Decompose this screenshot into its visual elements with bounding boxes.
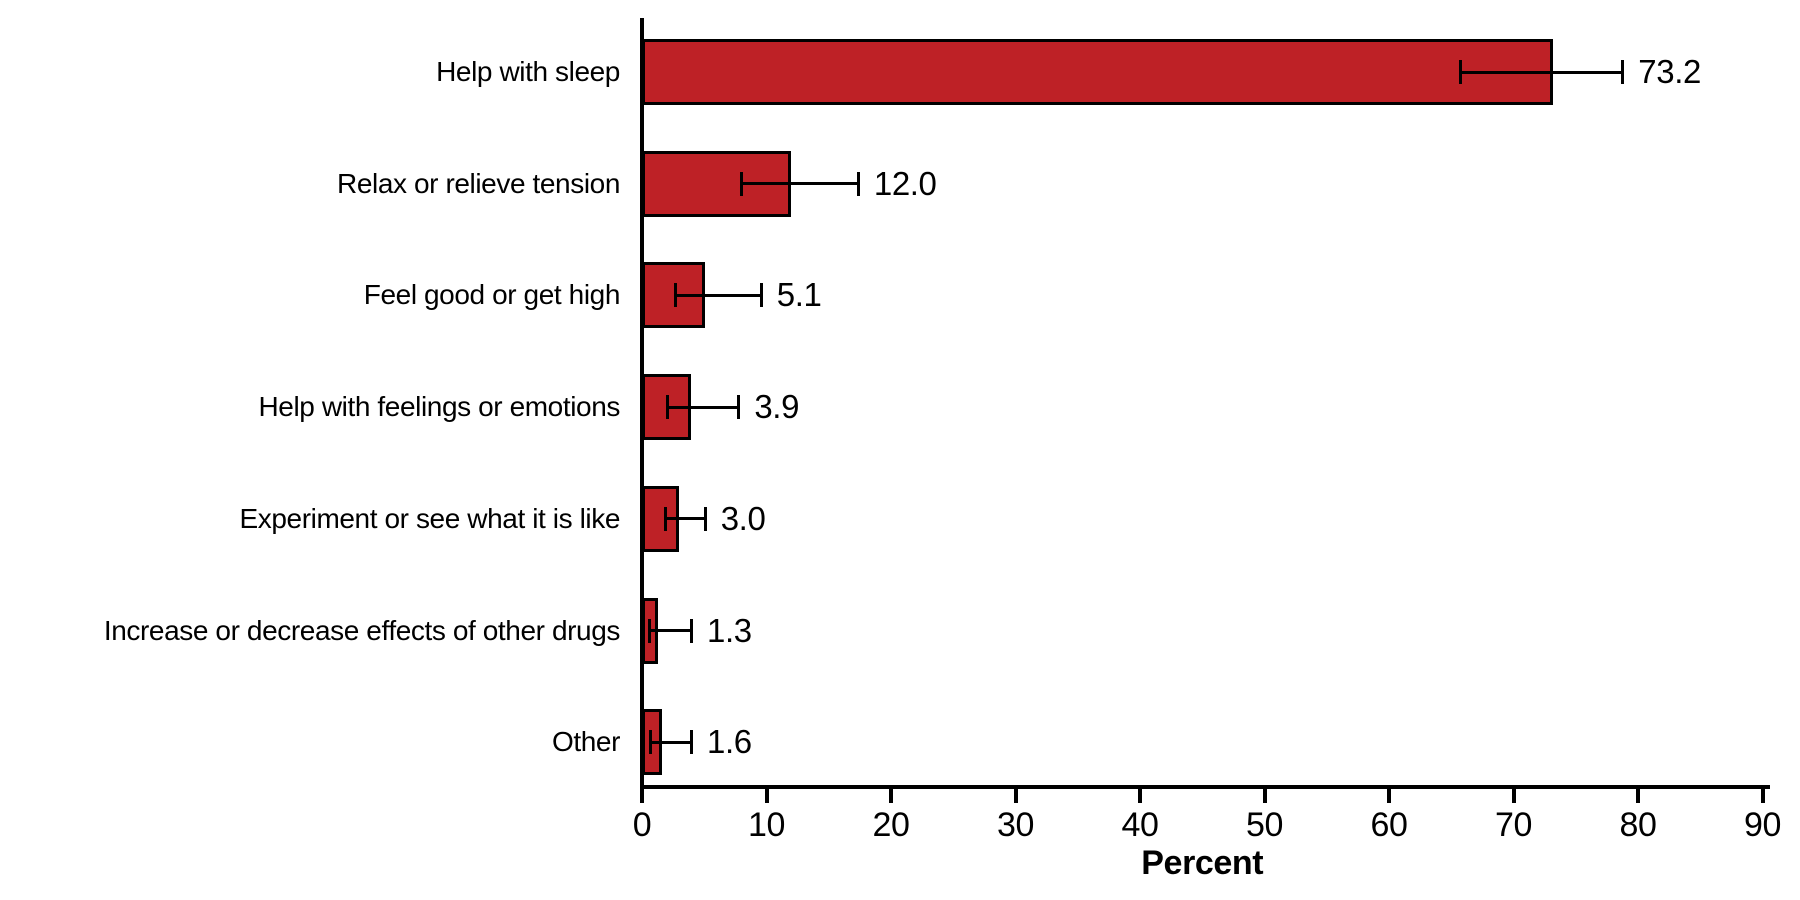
value-label: 5.1 xyxy=(776,276,822,314)
x-tick-mark xyxy=(1013,789,1018,803)
value-label: 1.3 xyxy=(707,611,752,649)
value-label: 3.0 xyxy=(720,499,766,537)
error-bar xyxy=(665,395,741,420)
value-label: 1.6 xyxy=(707,723,752,761)
error-cap-left xyxy=(665,395,669,420)
x-tick-label: 20 xyxy=(872,806,910,844)
x-tick-label: 10 xyxy=(747,806,786,844)
bar xyxy=(642,39,1554,105)
error-cap-right xyxy=(690,730,694,755)
error-bar-line xyxy=(740,182,860,186)
error-bar xyxy=(1458,60,1625,84)
x-tick-mark xyxy=(640,789,644,803)
error-bar xyxy=(648,618,694,643)
x-tick-mark xyxy=(1262,789,1267,803)
error-cap-right xyxy=(759,283,763,308)
x-axis-title: Percent xyxy=(1141,844,1264,882)
x-tick-label: 0 xyxy=(632,806,652,844)
error-cap-left xyxy=(664,506,668,531)
x-tick-mark xyxy=(1387,789,1391,803)
error-cap-right xyxy=(1621,60,1625,84)
x-tick-mark xyxy=(1138,789,1142,803)
x-tick-mark xyxy=(764,789,769,803)
error-cap-left xyxy=(648,618,652,643)
x-tick-label: 90 xyxy=(1743,806,1782,844)
error-cap-right xyxy=(703,506,707,531)
value-label: 73.2 xyxy=(1638,53,1701,90)
x-tick-mark xyxy=(889,789,893,803)
error-bar xyxy=(649,730,694,755)
x-tick-label: 80 xyxy=(1619,806,1657,844)
error-cap-right xyxy=(690,618,694,643)
error-bar-line xyxy=(664,517,707,521)
error-cap-left xyxy=(1458,60,1462,84)
category-label: Increase or decrease effects of other dr… xyxy=(103,614,621,646)
error-bar xyxy=(674,283,763,308)
category-label: Help with feelings or emotions xyxy=(258,391,620,423)
x-tick-label: 40 xyxy=(1121,806,1159,844)
error-bar-line xyxy=(649,740,694,744)
value-label: 3.9 xyxy=(754,388,800,426)
value-label: 12.0 xyxy=(873,164,937,202)
error-cap-right xyxy=(856,171,860,196)
x-tick-label: 70 xyxy=(1494,806,1533,844)
error-cap-left xyxy=(649,730,653,755)
error-bar-line xyxy=(1458,70,1625,74)
error-bar-line xyxy=(674,293,763,297)
category-label: Relax or relieve tension xyxy=(337,167,620,199)
error-bar xyxy=(664,506,707,531)
category-label: Experiment or see what it is like xyxy=(239,502,620,534)
x-tick-label: 50 xyxy=(1245,806,1284,844)
category-label: Help with sleep xyxy=(436,56,620,87)
x-tick-label: 30 xyxy=(996,806,1035,844)
error-cap-left xyxy=(740,171,744,196)
category-label: Other xyxy=(551,726,620,758)
error-cap-right xyxy=(737,395,741,420)
x-tick-mark xyxy=(1511,789,1516,803)
x-tick-mark xyxy=(1636,789,1640,803)
bar xyxy=(642,262,706,329)
x-tick-label: 60 xyxy=(1370,806,1408,844)
error-bar-line xyxy=(665,405,741,409)
category-label: Feel good or get high xyxy=(363,279,621,311)
error-bar-line xyxy=(648,629,694,632)
x-axis-line xyxy=(640,785,1770,789)
error-bar xyxy=(740,171,860,196)
error-cap-left xyxy=(674,283,678,308)
x-tick-mark xyxy=(1760,789,1765,803)
